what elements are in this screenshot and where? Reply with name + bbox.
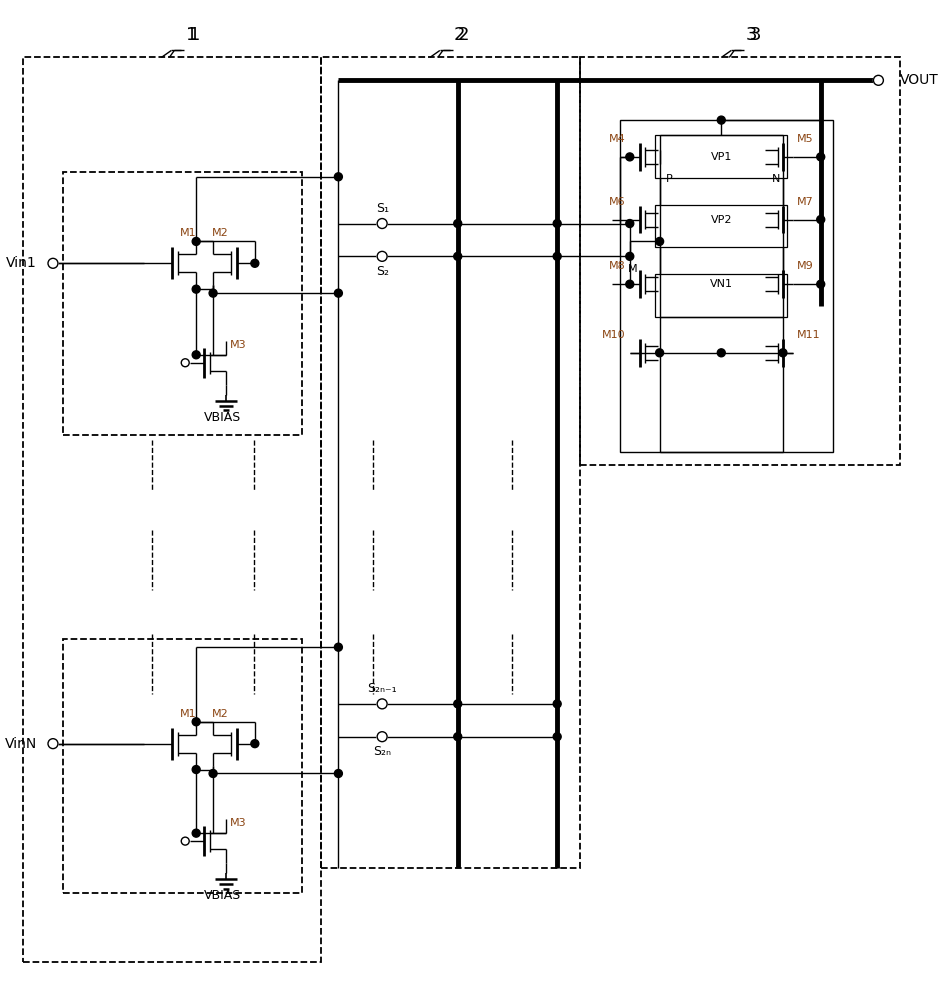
Text: M3: M3: [229, 818, 247, 828]
Circle shape: [377, 732, 387, 742]
Circle shape: [552, 733, 561, 741]
Text: M6: M6: [608, 197, 625, 207]
Text: M1: M1: [180, 709, 197, 719]
Circle shape: [778, 349, 786, 357]
Text: P: P: [665, 174, 672, 184]
Bar: [321, 57, 580, 868]
Text: M2: M2: [212, 709, 228, 719]
Text: M1: M1: [180, 228, 197, 238]
Circle shape: [334, 643, 342, 651]
Circle shape: [453, 252, 461, 260]
Circle shape: [192, 237, 200, 245]
Text: VP1: VP1: [710, 152, 731, 162]
Circle shape: [334, 289, 342, 297]
Text: VBIAS: VBIAS: [204, 411, 241, 424]
Circle shape: [816, 280, 823, 288]
Text: M3: M3: [229, 340, 247, 350]
Text: VOUT: VOUT: [900, 73, 938, 87]
Text: M7: M7: [796, 197, 813, 207]
Circle shape: [208, 770, 217, 777]
Text: M5: M5: [796, 134, 813, 144]
Text: S₂: S₂: [375, 265, 388, 278]
Text: M2: M2: [212, 228, 228, 238]
Bar: [23, 57, 321, 962]
Circle shape: [192, 285, 200, 293]
Bar: [654, 135, 786, 178]
Text: Vin1: Vin1: [7, 256, 37, 270]
Text: M: M: [627, 264, 637, 274]
Circle shape: [48, 258, 58, 268]
Circle shape: [873, 75, 883, 85]
Text: VN1: VN1: [709, 279, 732, 289]
Text: 3: 3: [744, 26, 756, 44]
Circle shape: [655, 349, 663, 357]
Circle shape: [717, 116, 724, 124]
Text: S₂ₙ: S₂ₙ: [373, 745, 390, 758]
Text: 1: 1: [186, 26, 197, 44]
Circle shape: [208, 289, 217, 297]
Text: M8: M8: [608, 261, 625, 271]
Text: 2: 2: [453, 26, 465, 44]
Text: 3: 3: [748, 26, 760, 44]
Text: M4: M4: [608, 134, 625, 144]
Circle shape: [453, 700, 461, 708]
Circle shape: [181, 359, 189, 367]
Bar: [63, 639, 301, 893]
Bar: [63, 172, 301, 435]
Circle shape: [192, 766, 200, 773]
Circle shape: [816, 153, 823, 161]
Text: 2: 2: [458, 26, 469, 44]
Circle shape: [625, 280, 633, 288]
Text: M10: M10: [602, 330, 625, 340]
Bar: [654, 274, 786, 317]
Circle shape: [625, 153, 633, 161]
Bar: [580, 57, 900, 465]
Text: M9: M9: [796, 261, 813, 271]
Text: 1: 1: [189, 26, 201, 44]
Circle shape: [453, 733, 461, 741]
Circle shape: [334, 173, 342, 181]
Circle shape: [48, 739, 58, 749]
Circle shape: [552, 700, 561, 708]
Circle shape: [192, 718, 200, 726]
Text: N: N: [771, 174, 780, 184]
Circle shape: [552, 252, 561, 260]
Circle shape: [250, 259, 259, 267]
Circle shape: [377, 699, 387, 709]
Circle shape: [181, 837, 189, 845]
Text: M11: M11: [796, 330, 820, 340]
Circle shape: [717, 349, 724, 357]
Circle shape: [334, 770, 342, 777]
Bar: [619, 120, 832, 452]
Circle shape: [625, 252, 633, 260]
Circle shape: [192, 351, 200, 359]
Circle shape: [453, 220, 461, 228]
Circle shape: [377, 219, 387, 228]
Bar: [654, 205, 786, 247]
Circle shape: [192, 829, 200, 837]
Text: VP2: VP2: [710, 215, 731, 225]
Text: VinN: VinN: [5, 737, 37, 751]
Text: S₂ₙ₋₁: S₂ₙ₋₁: [367, 682, 397, 695]
Text: VBIAS: VBIAS: [204, 889, 241, 902]
Circle shape: [816, 216, 823, 224]
Circle shape: [377, 251, 387, 261]
Text: S₁: S₁: [375, 202, 388, 215]
Circle shape: [625, 220, 633, 228]
Circle shape: [552, 220, 561, 228]
Circle shape: [250, 740, 259, 748]
Circle shape: [655, 237, 663, 245]
